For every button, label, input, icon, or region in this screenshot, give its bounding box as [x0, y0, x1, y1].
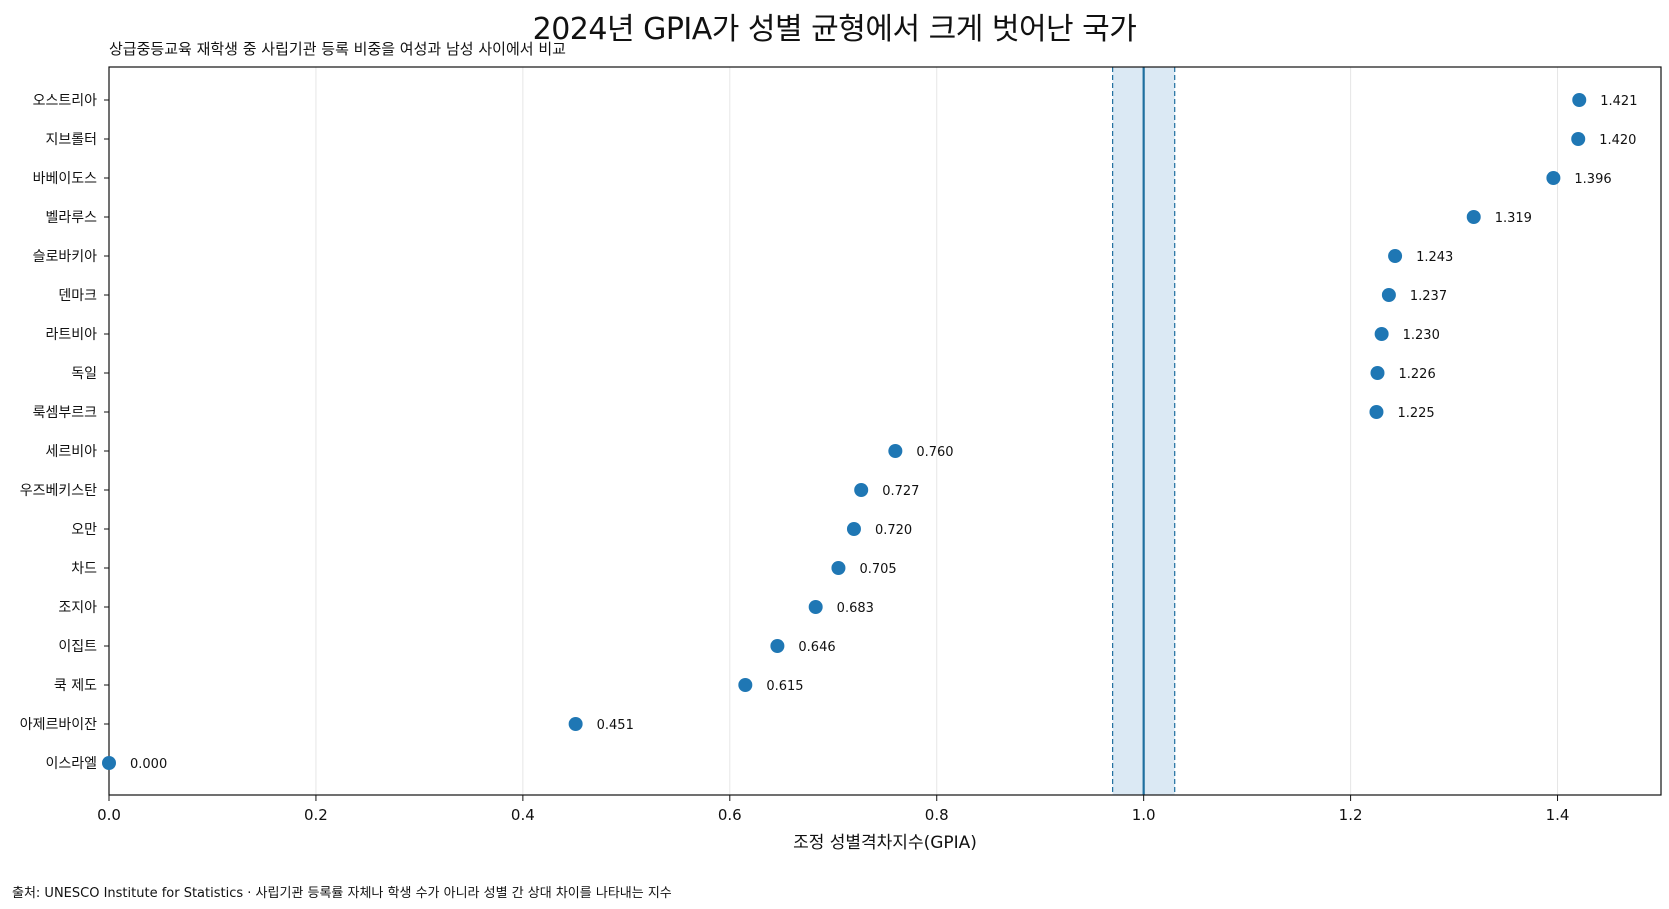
x-tick-label-1: 0.2: [304, 806, 328, 824]
value-label-8: 1.225: [1397, 406, 1434, 421]
value-label-16: 0.451: [597, 718, 634, 733]
value-label-0: 1.421: [1600, 94, 1637, 109]
data-point-3: [1466, 210, 1481, 224]
data-point-15: [738, 678, 753, 692]
data-point-16: [568, 717, 583, 731]
value-label-7: 1.226: [1399, 367, 1436, 382]
category-label-9: 세르비아: [45, 444, 97, 460]
category-label-13: 조지아: [58, 600, 97, 616]
category-label-12: 차드: [71, 561, 97, 577]
x-tick-label-5: 1.0: [1132, 806, 1156, 824]
value-label-2: 1.396: [1574, 172, 1611, 187]
parity-band-group: [1112, 67, 1176, 795]
value-label-4: 1.243: [1416, 250, 1453, 265]
grid-lines: [315, 67, 1559, 795]
category-label-15: 쿡 제도: [54, 678, 97, 694]
category-label-7: 독일: [71, 366, 97, 382]
data-point-7: [1370, 366, 1385, 380]
data-point-14: [770, 639, 785, 653]
data-point-9: [888, 444, 903, 458]
data-value-labels: 1.421 1.420 1.396 1.319 1.243 1.237 1.230 1.226…: [130, 94, 1637, 772]
source-note: 출처: UNESCO Institute for Statistics · 사립…: [12, 886, 672, 901]
data-points: [102, 93, 1587, 770]
data-point-10: [854, 483, 869, 497]
x-tick-label-7: 1.4: [1546, 806, 1570, 824]
value-label-11: 0.720: [875, 523, 912, 538]
value-label-12: 0.705: [859, 562, 896, 577]
value-label-5: 1.237: [1410, 289, 1447, 304]
data-point-5: [1381, 288, 1396, 302]
category-label-11: 오만: [71, 522, 97, 538]
x-tick-label-4: 0.8: [925, 806, 949, 824]
value-label-9: 0.760: [916, 445, 953, 460]
x-tick-label-6: 1.2: [1339, 806, 1363, 824]
value-label-17: 0.000: [130, 757, 167, 772]
data-point-0: [1572, 93, 1587, 107]
data-point-6: [1374, 327, 1389, 341]
x-tick-label-2: 0.4: [511, 806, 535, 824]
category-label-17: 이스라엘: [45, 756, 97, 772]
value-label-6: 1.230: [1403, 328, 1440, 343]
category-label-0: 오스트리아: [33, 93, 98, 109]
value-label-3: 1.319: [1495, 211, 1532, 226]
category-label-14: 이집트: [58, 639, 97, 655]
value-label-15: 0.615: [766, 679, 803, 694]
chart-subtitle: 상급중등교육 재학생 중 사립기관 등록 비중을 여성과 남성 사이에서 비교: [109, 40, 566, 58]
value-label-1: 1.420: [1599, 133, 1636, 148]
value-label-10: 0.727: [882, 484, 919, 499]
category-label-16: 아제르바이잔: [20, 717, 97, 733]
chart-title: 2024년 GPIA가 성별 균형에서 크게 벗어난 국가: [532, 12, 1137, 47]
data-point-17: [102, 756, 116, 770]
data-point-1: [1571, 132, 1586, 146]
x-tick-label-3: 0.6: [718, 806, 742, 824]
value-label-13: 0.683: [837, 601, 874, 616]
x-axis-ticks: 0.0 0.2 0.4 0.6 0.8 1.0 1.2 1.4: [97, 795, 1569, 824]
data-point-8: [1369, 405, 1384, 419]
data-point-12: [831, 561, 846, 575]
data-point-4: [1388, 249, 1403, 263]
category-label-1: 지브롤터: [45, 132, 97, 148]
y-axis-category-labels: 오스트리아지브롤터바베이도스벨라루스슬로바키아덴마크라트비아독일룩셈부르크세르비…: [20, 93, 109, 772]
category-label-3: 벨라루스: [45, 210, 97, 226]
x-axis-title: 조정 성별격차지수(GPIA): [793, 833, 977, 853]
category-label-4: 슬로바키아: [33, 249, 98, 265]
category-label-2: 바베이도스: [33, 171, 98, 187]
category-label-5: 덴마크: [58, 288, 97, 304]
data-point-2: [1546, 171, 1561, 185]
data-point-13: [808, 600, 823, 614]
plot-frame: [108, 66, 1662, 796]
category-label-8: 룩셈부르크: [33, 405, 98, 421]
x-tick-label-0: 0.0: [97, 806, 121, 824]
category-label-10: 우즈베키스탄: [20, 483, 97, 499]
data-point-11: [846, 522, 861, 536]
value-label-14: 0.646: [798, 640, 835, 655]
category-label-6: 라트비아: [45, 327, 97, 343]
